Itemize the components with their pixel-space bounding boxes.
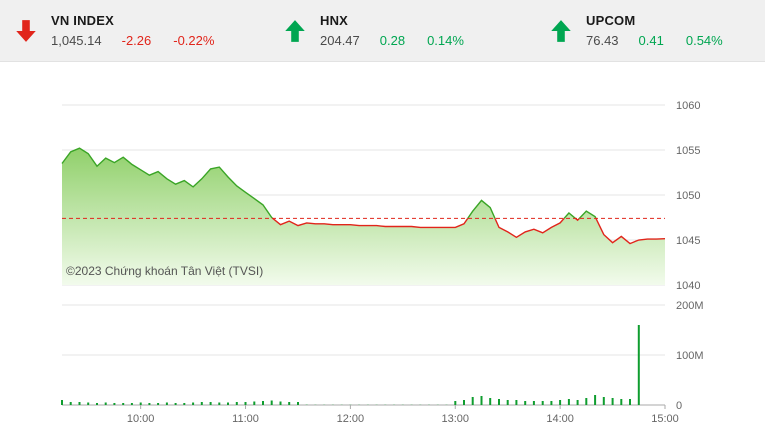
index-value: 76.43 — [586, 33, 619, 48]
volume-bar — [218, 402, 221, 405]
index-change-pct: 0.14% — [427, 33, 464, 48]
volume-bar — [174, 403, 177, 405]
time-xtick-label: 10:00 — [127, 413, 155, 425]
volume-bar — [559, 400, 562, 405]
volume-ytick-label: 100M — [676, 350, 704, 362]
up-arrow-shape — [551, 19, 571, 42]
down-arrow-shape — [16, 19, 36, 42]
volume-bar — [209, 402, 212, 405]
volume-bar — [567, 399, 570, 405]
volume-bar — [157, 403, 160, 405]
volume-bar — [104, 402, 107, 405]
volume-bar — [122, 403, 125, 405]
volume-bar — [139, 402, 142, 405]
volume-bar — [227, 402, 229, 405]
volume-bar — [96, 403, 98, 405]
intraday-chart-panel: 1040 1045 1050 1055 1060 0 100M 200M 10:00 11:00 1… — [0, 62, 765, 442]
up-arrow-shape — [285, 19, 305, 42]
volume-bar — [69, 402, 72, 405]
volume-bar — [489, 398, 492, 405]
volume-bar — [585, 398, 588, 405]
index-name: UPCOM — [586, 13, 636, 28]
volume-bar — [498, 399, 500, 405]
volume-bar — [550, 401, 553, 405]
index-name: VN INDEX — [51, 13, 115, 28]
volume-bar — [87, 402, 90, 405]
index-value: 204.47 — [320, 33, 360, 48]
index-ticker-hnx[interactable]: HNX 204.47 0.28 0.14% — [268, 0, 534, 61]
volume-ytick-label: 0 — [676, 400, 682, 412]
volume-bar — [288, 402, 291, 405]
volume-bar — [515, 400, 518, 405]
price-area-fill — [62, 148, 665, 285]
volume-bar — [279, 401, 282, 405]
index-value: 1,045.14 — [51, 33, 102, 48]
volume-bar — [297, 402, 299, 405]
volume-bar — [183, 403, 186, 405]
time-xtick-label: 12:00 — [337, 413, 365, 425]
up-arrow-icon — [548, 18, 574, 44]
volume-bar — [471, 397, 474, 405]
volume-bar — [270, 400, 273, 405]
volume-bar — [262, 401, 264, 405]
up-arrow-icon — [282, 18, 308, 44]
volume-bar — [61, 400, 63, 405]
volume-bar — [78, 402, 81, 405]
time-xtick-label: 15:00 — [651, 413, 679, 425]
volume-ytick-label: 200M — [676, 300, 704, 312]
volume-bar — [524, 401, 527, 405]
index-ticker-upcom[interactable]: UPCOM 76.43 0.41 0.54% — [534, 0, 765, 61]
index-change: 0.41 — [638, 33, 664, 48]
index-name: HNX — [320, 13, 349, 28]
price-ytick-label: 1060 — [676, 100, 700, 112]
price-ytick-label: 1050 — [676, 190, 700, 202]
volume-bar — [165, 402, 168, 405]
index-ticker-text: VN INDEX 1,045.14 -2.26 -0.22% — [51, 13, 236, 48]
price-line-above-ref — [61, 147, 597, 219]
volume-bar — [480, 396, 483, 405]
time-xtick-label: 11:00 — [232, 413, 259, 425]
index-ticker-bar: VN INDEX 1,045.14 -2.26 -0.22% HNX 204.4… — [0, 0, 765, 62]
volume-bar — [506, 400, 509, 405]
intraday-chart-svg: 1040 1045 1050 1055 1060 0 100M 200M 10:00 11:00 1… — [61, 100, 704, 425]
price-ytick-label: 1040 — [676, 280, 700, 292]
volume-bar — [200, 402, 203, 405]
volume-bar — [611, 398, 614, 405]
volume-bar — [594, 395, 597, 405]
price-line-below-ref — [271, 218, 666, 245]
time-xtick-label: 13:00 — [441, 413, 469, 425]
volume-bar — [629, 399, 631, 405]
down-arrow-icon — [13, 18, 39, 44]
volume-bar — [576, 400, 579, 405]
index-change: 0.28 — [379, 33, 406, 48]
volume-bar — [532, 401, 535, 405]
price-ytick-label: 1045 — [676, 235, 700, 247]
time-xtick-label: 14:00 — [546, 413, 574, 425]
volume-bar — [192, 402, 195, 405]
volume-bar — [454, 401, 457, 405]
volume-bar — [148, 403, 151, 405]
volume-bar — [235, 402, 238, 405]
volume-bar — [113, 403, 116, 405]
volume-bar — [253, 401, 256, 405]
price-ytick-label: 1055 — [676, 145, 700, 157]
volume-bar — [463, 400, 465, 405]
volume-bars — [61, 325, 640, 405]
volume-bar — [541, 401, 544, 405]
volume-bar — [130, 403, 133, 405]
index-ticker-text: UPCOM 76.43 0.41 0.54% — [586, 13, 745, 48]
index-change-pct: 0.54% — [685, 33, 723, 48]
volume-bar — [602, 397, 605, 405]
index-ticker-text: HNX 204.47 0.28 0.14% — [320, 13, 486, 48]
index-change-pct: -0.22% — [173, 33, 215, 48]
index-ticker-vnindex[interactable]: VN INDEX 1,045.14 -2.26 -0.22% — [0, 0, 268, 61]
volume-bar — [244, 402, 247, 405]
volume-bar — [637, 325, 640, 405]
index-change: -2.26 — [121, 33, 152, 48]
volume-bar — [620, 399, 623, 405]
